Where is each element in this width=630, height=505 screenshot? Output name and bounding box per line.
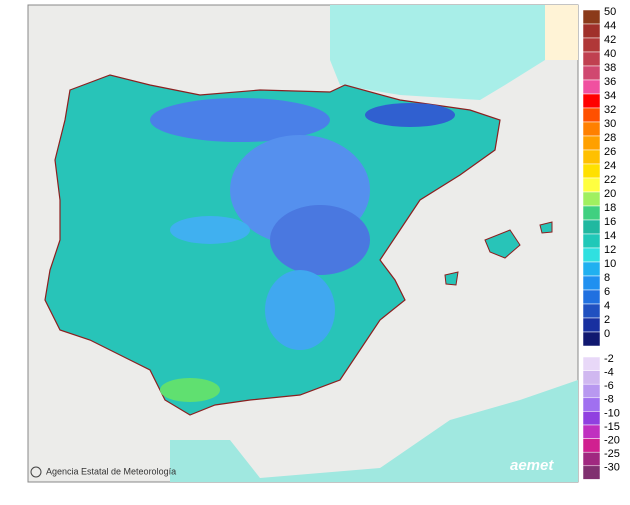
legend-label: 4 [604,300,610,312]
legend-label: 2 [604,314,610,326]
legend-swatch [582,51,601,67]
legend-label: 30 [604,118,616,130]
legend-label: -10 [604,407,620,419]
legend-swatch [582,79,601,95]
legend-swatch [582,135,601,151]
legend-swatch [582,247,601,263]
cold-area [170,216,250,244]
legend-swatch [582,303,601,319]
france [330,5,545,100]
legend-swatch [582,37,601,53]
legend-label: 0 [604,328,610,340]
legend-label: 32 [604,104,616,116]
legend-label: 36 [604,76,616,88]
cold-area [265,270,335,350]
legend-label: 44 [604,20,616,32]
legend-swatch [582,65,601,81]
legend-label: 24 [604,160,616,172]
copyright-icon [30,466,42,478]
legend-label: 28 [604,132,616,144]
legend-swatch [582,205,601,221]
legend-swatch [582,383,601,399]
legend-label: 16 [604,216,616,228]
legend-label: 34 [604,90,616,102]
legend-label: 22 [604,174,616,186]
warm-area [160,378,220,402]
legend-label: 38 [604,62,616,74]
cold-area [365,103,455,127]
legend-label: 14 [604,230,616,242]
legend-label: 40 [604,48,616,60]
legend-label: 12 [604,244,616,256]
legend-label: 18 [604,202,616,214]
mallorca [484,229,521,259]
legend-label: 10 [604,258,616,270]
legend-swatch [582,191,601,207]
legend-swatch [582,9,601,25]
legend-label: -6 [604,380,614,392]
legend-swatch [582,233,601,249]
legend-swatch [582,107,601,123]
legend-label: 50 [604,6,616,18]
legend-swatch [582,465,601,480]
legend-label: -20 [604,435,620,447]
legend-label: 6 [604,286,610,298]
legend-swatch [582,149,601,165]
legend-swatch [582,317,601,333]
legend-swatch [582,219,601,235]
africa [170,380,578,482]
legend-swatch [582,438,601,453]
legend-swatch [582,370,601,385]
legend-label: 8 [604,272,610,284]
menorca [539,221,553,234]
legend-swatch [582,93,601,109]
legend: 5044424038363432302826242220181614121086… [582,6,620,480]
legend-swatch [582,23,601,39]
legend-label: -25 [604,448,620,460]
legend-swatch [582,163,601,179]
legend-swatch [582,177,601,193]
legend-swatch [582,451,601,467]
cold-area [270,205,370,275]
italy [545,5,578,60]
legend-swatch [582,289,601,305]
legend-swatch [582,356,601,371]
legend-swatch [582,411,601,426]
legend-swatch [582,275,601,291]
legend-swatch [582,121,601,137]
legend-swatch [582,397,601,412]
legend-swatch [582,424,601,439]
legend-label: 42 [604,34,616,46]
cold-area [150,98,330,142]
legend-label: -30 [604,462,620,474]
legend-label: 20 [604,188,616,200]
ibiza [444,271,459,286]
legend-label: -4 [604,367,614,379]
credit: Agencia Estatal de Meteorología [46,466,176,476]
logo: aemet [510,457,554,474]
legend-swatch [582,331,601,347]
legend-label: -8 [604,394,614,406]
legend-label: 26 [604,146,616,158]
legend-label: -15 [604,421,620,433]
legend-label: -2 [604,353,614,365]
legend-swatch [582,261,601,277]
